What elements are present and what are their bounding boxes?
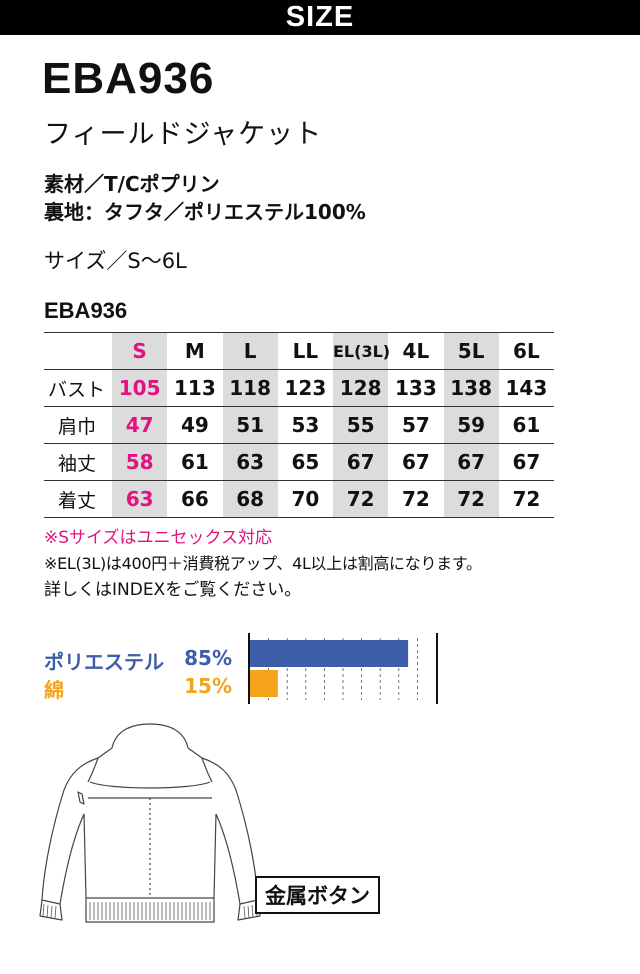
table-cell: 113: [167, 369, 223, 407]
bar-polyester: [250, 640, 409, 667]
table-cell: 128: [333, 369, 389, 407]
table-row: バスト 105 113 118 123 128 133 138 143: [44, 369, 554, 407]
col-header: EL(3L): [333, 332, 390, 370]
product-model: EBA936: [42, 54, 215, 103]
fabric-name-polyester: ポリエステル: [44, 650, 164, 674]
table-cell: 123: [277, 369, 333, 407]
table-cell: 61: [167, 443, 223, 481]
product-name: フィールドジャケット: [44, 119, 323, 150]
table-cell: 65: [277, 443, 333, 481]
lining-text: 裏地：タフタ／ポリエステル100%: [44, 200, 366, 224]
size-table: S M L LL EL(3L) 4L 5L 6L バスト 105 113 118…: [44, 332, 554, 518]
table-cell: 70: [277, 480, 333, 518]
col-header: LL: [277, 332, 333, 370]
table-cell: 72: [498, 480, 554, 518]
header-title: SIZE: [285, 1, 355, 33]
table-cell: 63: [112, 480, 168, 518]
table-cell: 57: [388, 406, 444, 444]
col-header: S: [112, 332, 168, 370]
table-cell: 68: [222, 480, 278, 518]
fabric-bar-chart: [248, 633, 438, 704]
table-cell: 72: [388, 480, 444, 518]
table-cell: 133: [388, 369, 444, 407]
price-note: ※EL(3L)は400円＋消費税アップ、4L以上は割高になります。: [44, 554, 482, 573]
fabric-name-cotton: 綿: [44, 678, 64, 702]
col-header: L: [222, 332, 278, 370]
col-header: M: [167, 332, 223, 370]
row-label: 袖丈: [44, 443, 112, 481]
table-row: 肩巾 47 49 51 53 55 57 59 61: [44, 406, 554, 444]
table-cell: 49: [167, 406, 223, 444]
fabric-percent-cotton: 15%: [184, 674, 232, 698]
table-cell: 118: [222, 369, 278, 407]
table-row: 袖丈 58 61 63 65 67 67 67 67: [44, 443, 554, 481]
table-cell: 72: [443, 480, 499, 518]
size-header-row: S M L LL EL(3L) 4L 5L 6L: [44, 332, 554, 370]
table-cell: 53: [277, 406, 333, 444]
table-cell: 66: [167, 480, 223, 518]
table-cell: 67: [498, 443, 554, 481]
col-header: 4L: [388, 332, 444, 370]
table-cell: 63: [222, 443, 278, 481]
table-cell: 143: [498, 369, 554, 407]
material-text: 素材／T/Cポプリン: [44, 172, 220, 196]
table-cell: 67: [388, 443, 444, 481]
index-note: 詳しくはINDEXをご覧ください。: [44, 580, 302, 600]
size-header-bar: SIZE: [0, 0, 640, 35]
bar-cotton: [250, 670, 278, 697]
metal-button-label: 金属ボタン: [255, 876, 380, 914]
row-label: バスト: [44, 369, 112, 407]
table-cell: 58: [112, 443, 168, 481]
table-cell: 61: [498, 406, 554, 444]
corner-cell: [44, 332, 112, 370]
table-cell: 55: [333, 406, 389, 444]
fabric-grid: [268, 638, 418, 700]
size-table-title: EBA936: [44, 298, 128, 323]
row-label: 着丈: [44, 480, 112, 518]
unisex-note: ※Sサイズはユニセックス対応: [44, 528, 273, 548]
table-cell: 67: [443, 443, 499, 481]
table-cell: 138: [443, 369, 499, 407]
table-cell: 59: [443, 406, 499, 444]
table-row: 着丈 63 66 68 70 72 72 72 72: [44, 480, 554, 518]
table-cell: 67: [333, 443, 389, 481]
jacket-illustration: [39, 723, 261, 923]
row-label: 肩巾: [44, 406, 112, 444]
table-cell: 105: [112, 369, 168, 407]
table-cell: 51: [222, 406, 278, 444]
col-header: 5L: [443, 332, 499, 370]
fabric-percent-polyester: 85%: [184, 646, 232, 670]
size-range-text: サイズ／S～6L: [44, 249, 187, 273]
col-header: 6L: [498, 332, 554, 370]
table-cell: 72: [333, 480, 389, 518]
table-cell: 47: [112, 406, 168, 444]
